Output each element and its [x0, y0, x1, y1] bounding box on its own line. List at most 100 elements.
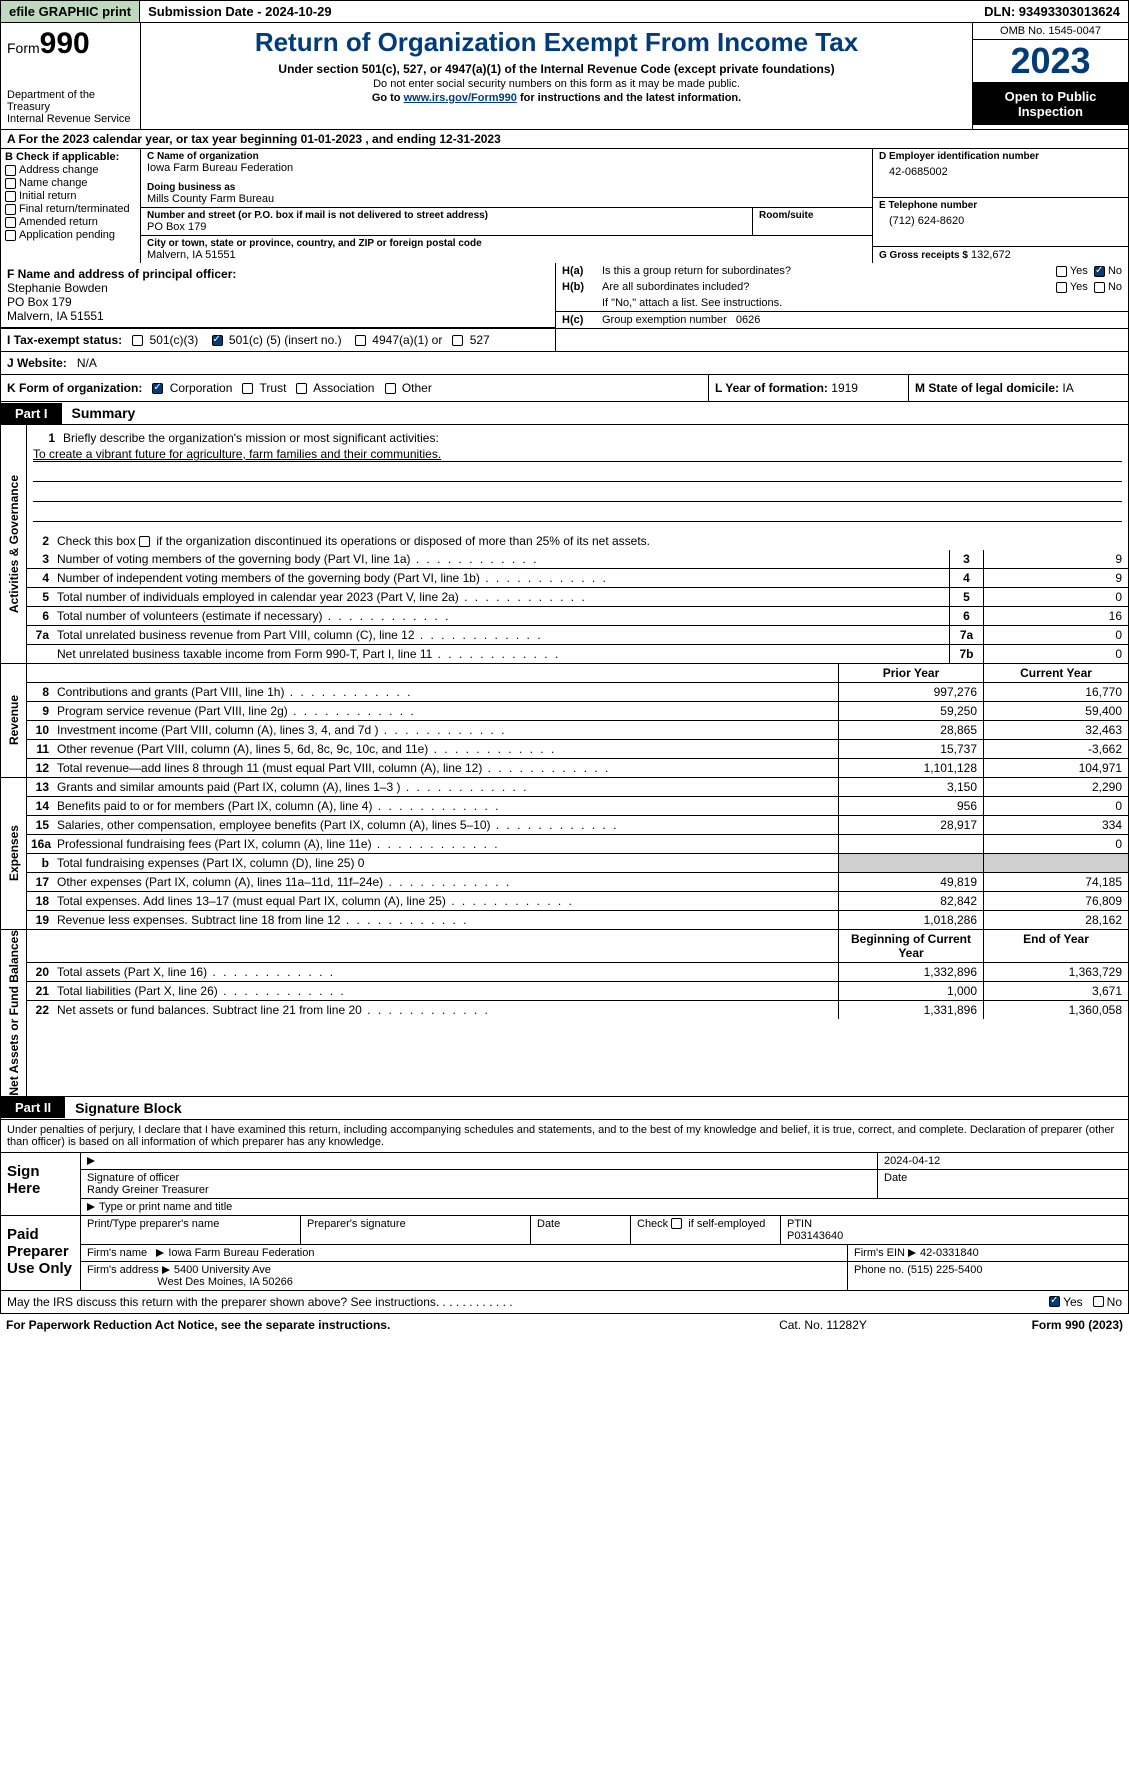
- ptin: P03143640: [787, 1230, 1122, 1242]
- prep-name-lbl: Print/Type preparer's name: [81, 1216, 301, 1244]
- m-lbl: M State of legal domicile:: [915, 381, 1059, 395]
- l-lbl: L Year of formation:: [715, 381, 828, 395]
- chk-amended[interactable]: [5, 217, 16, 228]
- line-a: A For the 2023 calendar year, or tax yea…: [0, 130, 1129, 149]
- arrow-icon: [87, 1157, 95, 1165]
- c-name-lbl: C Name of organization: [147, 151, 866, 162]
- omb-number: OMB No. 1545-0047: [973, 23, 1128, 40]
- i-lbl: I Tax-exempt status:: [7, 333, 122, 347]
- hdr-begin: Beginning of Current Year: [838, 930, 983, 962]
- discuss-yes[interactable]: [1049, 1296, 1060, 1307]
- section-b-to-g: B Check if applicable: Address change Na…: [0, 149, 1129, 263]
- firm-name: Iowa Farm Bureau Federation: [168, 1247, 314, 1259]
- tax-year: 2023: [973, 40, 1128, 83]
- hb-note: If "No," attach a list. See instructions…: [602, 297, 1122, 309]
- firm-addr-lbl: Firm's address: [87, 1264, 159, 1276]
- revenue-block: Revenue Prior YearCurrent Year 8Contribu…: [0, 664, 1129, 778]
- hc-q: Group exemption number: [602, 314, 727, 326]
- k-trust[interactable]: [242, 383, 253, 394]
- gross-receipts: 132,672: [971, 249, 1011, 261]
- firm-name-lbl: Firm's name: [87, 1247, 147, 1259]
- dln: DLN: 93493303013624: [976, 1, 1128, 22]
- part2-header: Part II Signature Block: [0, 1097, 1129, 1120]
- g-lbl: G Gross receipts $: [879, 250, 968, 261]
- hdr-curr: Current Year: [983, 664, 1128, 682]
- submission-date: Submission Date - 2024-10-29: [140, 1, 340, 22]
- irs-link[interactable]: www.irs.gov/Form990: [404, 92, 517, 104]
- hb-q: Are all subordinates included?: [602, 281, 1056, 293]
- activities-block: Activities & Governance 1Briefly describ…: [0, 425, 1129, 664]
- hc-lbl: H(c): [562, 314, 602, 326]
- chk-app-pending[interactable]: [5, 230, 16, 241]
- f-h-row: F Name and address of principal officer:…: [0, 263, 1129, 328]
- vert-revenue: Revenue: [7, 695, 21, 745]
- k-lbl: K Form of organization:: [7, 381, 142, 395]
- chk-initial-return[interactable]: [5, 191, 16, 202]
- self-emp: Check if self-employed: [631, 1216, 781, 1244]
- self-emp-chk[interactable]: [671, 1218, 682, 1229]
- l-val: 1919: [831, 381, 858, 395]
- firm-addr1: 5400 University Ave: [174, 1264, 271, 1276]
- firm-ein-lbl: Firm's EIN: [854, 1247, 905, 1259]
- vert-expenses: Expenses: [7, 825, 21, 881]
- paid-preparer-label: Paid Preparer Use Only: [1, 1216, 81, 1290]
- subtitle-1: Under section 501(c), 527, or 4947(a)(1)…: [151, 62, 962, 76]
- ein: 42-0685002: [879, 162, 1122, 182]
- l2: Check this box if the organization disco…: [53, 532, 1128, 550]
- dba-lbl: Doing business as: [147, 182, 866, 193]
- department: Department of the Treasury Internal Reve…: [7, 89, 134, 125]
- col-b: B Check if applicable: Address change Na…: [1, 149, 141, 263]
- arrow-icon-2: [87, 1203, 95, 1211]
- prep-date-lbl: Date: [531, 1216, 631, 1244]
- discuss-row: May the IRS discuss this return with the…: [0, 1291, 1129, 1314]
- form-header: Form990 Department of the Treasury Inter…: [0, 23, 1129, 130]
- phone: (712) 624-8620: [879, 211, 1122, 231]
- i-4947[interactable]: [355, 335, 366, 346]
- k-other[interactable]: [385, 383, 396, 394]
- mission-text: To create a vibrant future for agricultu…: [33, 447, 1122, 462]
- arrow-icon-3: [156, 1249, 164, 1257]
- prep-sig-lbl: Preparer's signature: [301, 1216, 531, 1244]
- k-corp[interactable]: [152, 383, 163, 394]
- discuss-no[interactable]: [1093, 1296, 1104, 1307]
- chk-address-change[interactable]: [5, 165, 16, 176]
- room-lbl: Room/suite: [759, 210, 866, 221]
- website: N/A: [77, 356, 97, 370]
- chk-final-return[interactable]: [5, 204, 16, 215]
- hb-no[interactable]: [1094, 282, 1105, 293]
- ha-yes[interactable]: [1056, 266, 1067, 277]
- vert-activities: Activities & Governance: [7, 475, 21, 613]
- street-lbl: Number and street (or P.O. box if mail i…: [147, 210, 746, 221]
- ha-no[interactable]: [1094, 266, 1105, 277]
- firm-addr2: West Des Moines, IA 50266: [157, 1276, 293, 1288]
- sign-here-label: Sign Here: [1, 1153, 81, 1215]
- m-val: IA: [1062, 381, 1073, 395]
- chk-name-change[interactable]: [5, 178, 16, 189]
- open-inspection: Open to Public Inspection: [973, 83, 1128, 125]
- ha-q: Is this a group return for subordinates?: [602, 265, 1056, 277]
- firm-ein: 42-0331840: [920, 1247, 979, 1259]
- sig-declaration: Under penalties of perjury, I declare th…: [0, 1120, 1129, 1153]
- j-row: J Website: N/A: [0, 352, 1129, 374]
- street: PO Box 179: [147, 221, 746, 233]
- part2-title: Signature Block: [65, 1097, 192, 1119]
- sign-here-block: Sign Here 2024-04-12 Signature of office…: [0, 1153, 1129, 1216]
- form-number: Form990: [7, 27, 134, 61]
- k-assoc[interactable]: [296, 383, 307, 394]
- paid-preparer-block: Paid Preparer Use Only Print/Type prepar…: [0, 1216, 1129, 1291]
- form-footer: Form 990 (2023): [923, 1318, 1123, 1332]
- efile-button[interactable]: efile GRAPHIC print: [1, 1, 140, 22]
- ha-lbl: H(a): [562, 265, 602, 277]
- i-501c3[interactable]: [132, 335, 143, 346]
- k-row: K Form of organization: Corporation Trus…: [0, 374, 1129, 402]
- arrow-icon-5: [162, 1266, 170, 1274]
- cat-no: Cat. No. 11282Y: [723, 1318, 923, 1332]
- l2-chk[interactable]: [139, 536, 150, 547]
- city: Malvern, IA 51551: [147, 249, 866, 261]
- hb-yes[interactable]: [1056, 282, 1067, 293]
- city-lbl: City or town, state or province, country…: [147, 238, 866, 249]
- i-527[interactable]: [452, 335, 463, 346]
- officer-addr2: Malvern, IA 51551: [7, 309, 549, 323]
- sig-lbl: Signature of officer: [87, 1172, 871, 1184]
- i-501c[interactable]: [212, 335, 223, 346]
